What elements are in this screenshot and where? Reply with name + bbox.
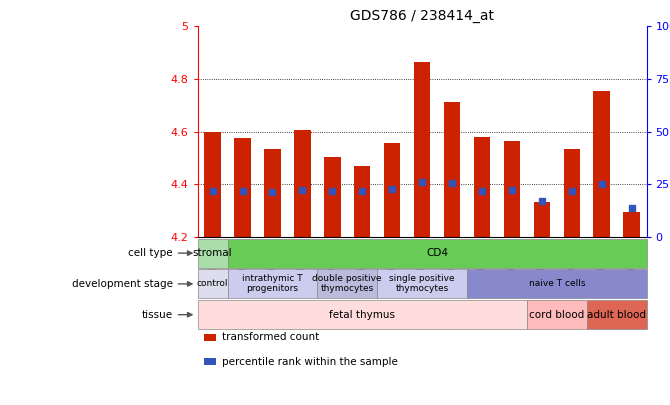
Bar [354,166,371,237]
Bar [318,269,377,298]
Bar [587,300,647,329]
Text: control: control [197,279,228,288]
Text: cord blood: cord blood [529,310,584,320]
Bar [204,132,221,237]
Text: percentile rank within the sample: percentile rank within the sample [222,357,398,367]
Bar [474,137,490,237]
Bar [294,130,311,237]
Bar [414,62,430,237]
Title: GDS786 / 238414_at: GDS786 / 238414_at [350,9,494,23]
Bar [198,239,228,268]
Bar [527,300,587,329]
Bar [204,358,216,365]
Bar [234,138,251,237]
Bar [563,149,580,237]
Bar [384,143,401,237]
Text: single positive
thymocytes: single positive thymocytes [389,274,455,294]
Bar [264,149,281,237]
Bar [533,202,550,237]
Bar [204,334,216,341]
Text: fetal thymus: fetal thymus [329,310,395,320]
Bar [198,300,527,329]
Text: tissue: tissue [142,310,173,320]
Bar [467,269,647,298]
Text: cell type: cell type [128,248,173,258]
Text: naive T cells: naive T cells [529,279,585,288]
Text: transformed count: transformed count [222,333,319,342]
Text: CD4: CD4 [426,248,448,258]
Text: intrathymic T
progenitors: intrathymic T progenitors [242,274,303,294]
Text: stromal: stromal [193,248,232,258]
Text: double positive
thymocytes: double positive thymocytes [312,274,382,294]
Bar [198,269,228,298]
Bar [444,102,460,237]
Bar [594,91,610,237]
Bar [377,269,467,298]
Bar [228,269,318,298]
Bar [504,141,520,237]
Bar [623,212,640,237]
Text: adult blood: adult blood [587,310,646,320]
Text: development stage: development stage [72,279,173,289]
Bar [228,239,647,268]
Bar [324,158,340,237]
